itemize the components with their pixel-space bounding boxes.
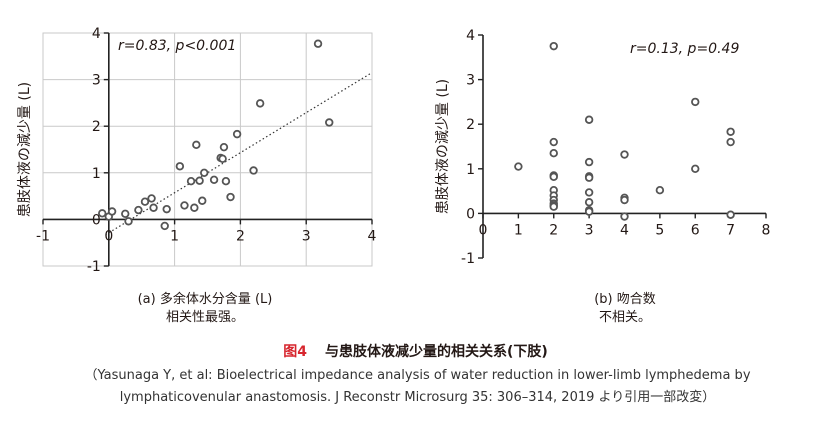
- panel-a-data-point: [226, 192, 235, 202]
- panel-b-caption-line2: 不相关。: [598, 310, 651, 325]
- panel-b-y-tick-label: 1: [466, 162, 475, 178]
- panel-a-data-point: [219, 142, 229, 152]
- panel-a-y-tick-label: 1: [92, 166, 101, 182]
- panel-a-caption-line1: (a) 多余体水分含量 (L): [137, 292, 273, 307]
- panel-b-x-tick-label: 5: [655, 222, 664, 238]
- panel-a-data-point: [198, 196, 207, 205]
- panel-b-data-point: [549, 148, 558, 158]
- panel-b-x-tick-label: 0: [479, 222, 488, 238]
- panel-a-x-tick-label: -1: [36, 228, 50, 244]
- panel-b-x-tick-label: 4: [620, 222, 629, 238]
- panel-a-data-point: [313, 39, 323, 48]
- panel-b-data-point: [620, 195, 629, 205]
- panel-b-data-point: [620, 212, 629, 221]
- panel-b-y-tick-label: 0: [466, 206, 475, 222]
- panel-a-data-point: [121, 209, 130, 219]
- panel-b-data-point: [726, 137, 735, 147]
- panel-b-y-axis-label: 患肢体液の減少量 (L): [434, 79, 451, 214]
- panel-b-caption-line1: (b) 吻合数: [594, 292, 656, 307]
- panel-b-y-tick-label: 4: [466, 28, 475, 44]
- panel-a-data-point: [98, 209, 107, 218]
- panel-b-x-tick-label: 8: [762, 222, 771, 238]
- panel-b-data-point: [549, 137, 558, 147]
- panel-b-data-point: [584, 188, 594, 197]
- panel-b-data-point: [584, 173, 594, 182]
- panel-b-data-point: [549, 41, 558, 51]
- panel-a-y-tick-label: 3: [92, 73, 101, 89]
- panel-b-x-tick-label: 2: [549, 222, 558, 238]
- panel-a-data-point: [160, 221, 169, 231]
- panel-b-data-point: [549, 202, 558, 211]
- panel-a-data-point: [180, 201, 189, 210]
- panel-a-x-tick-label: 0: [104, 228, 113, 244]
- panel-a-y-axis-label: 患肢体液の減少量 (L): [16, 82, 33, 217]
- panel-b-y-tick-label: -1: [461, 251, 475, 267]
- panel-a-data-point: [147, 194, 156, 203]
- panel-b-correlation-annotation: r=0.13, p=0.49: [630, 41, 739, 57]
- panel-b-x-tick-label: 7: [726, 222, 735, 238]
- panel-a-data-point: [255, 99, 265, 108]
- figure-title: 与患肢体液减少量的相关关系(下肢): [324, 344, 548, 360]
- panel-a-data-point: [195, 176, 204, 185]
- panel-b-data-point: [584, 157, 594, 167]
- panel-a-data-point: [249, 166, 258, 175]
- panel-a-data-point: [140, 197, 150, 206]
- panel-a-data-point: [134, 205, 143, 215]
- panel-b-data-point: [620, 150, 629, 159]
- figure-title-row: 图4 与患肢体液减少量的相关关系(下肢): [0, 341, 831, 361]
- panel-a-y-tick-label: -1: [87, 259, 101, 275]
- panel-a-data-point: [190, 203, 199, 212]
- citation-line-1: （Yasunaga Y, et al: Bioelectrical impeda…: [84, 368, 751, 383]
- panel-a-plot-frame: [42, 32, 373, 267]
- panel-a-data-point: [162, 204, 171, 214]
- panel-b-x-tick-label: 1: [514, 222, 523, 238]
- panel-a-x-tick-label: 3: [302, 228, 311, 244]
- panel-b-data-point: [584, 198, 594, 207]
- panel-a-caption-line2: 相关性最强。: [165, 310, 244, 325]
- panel-b-data-point: [514, 162, 523, 171]
- panel-a-data-point: [209, 175, 219, 184]
- panel-a-data-point: [124, 217, 133, 226]
- panel-a-correlation-annotation: r=0.83, p<0.001: [118, 38, 236, 54]
- panel-a-data-point: [186, 176, 196, 186]
- panel-a-x-tick-label: 1: [170, 228, 179, 244]
- panel-b-y-tick-label: 3: [466, 73, 475, 89]
- panel-a-y-tick-label: 0: [92, 212, 101, 228]
- panel-a-data-point: [200, 168, 209, 177]
- panel-a-data-point: [192, 140, 201, 150]
- panel-b-data-point: [655, 186, 665, 195]
- panel-a-data-point: [218, 154, 227, 164]
- panel-a-data-point: [107, 207, 117, 216]
- panel-b-data-point: [726, 210, 735, 219]
- panel-b-data-point: [584, 115, 594, 124]
- panel-b-caption: (b) 吻合数 不相关。: [525, 291, 725, 327]
- panel-a-data-point: [325, 118, 334, 127]
- citation-line-2: lymphaticovenular anastomosis. J Reconst…: [119, 390, 716, 405]
- panel-a-data-point: [221, 176, 231, 186]
- panel-b-data-point: [584, 207, 594, 216]
- panel-a-data-point: [175, 162, 185, 171]
- panel-a-x-tick-label: 2: [236, 228, 245, 244]
- panel-a-trendline: [105, 72, 373, 236]
- panel-b-data-point: [691, 164, 700, 173]
- panel-b-y-tick-label: 2: [466, 117, 475, 133]
- panel-a-y-tick-label: 2: [92, 119, 101, 135]
- panel-b-data-point: [691, 97, 700, 107]
- panel-a-data-point: [149, 203, 158, 212]
- figure-citation: （Yasunaga Y, et al: Bioelectrical impeda…: [10, 365, 825, 409]
- panel-a-y-tick-label: 4: [92, 26, 101, 42]
- panel-a-data-point: [232, 129, 242, 139]
- panel-a-caption: (a) 多余体水分含量 (L) 相关性最强。: [80, 291, 330, 327]
- panel-a-x-tick-label: 4: [368, 228, 377, 244]
- panel-b-x-tick-label: 3: [585, 222, 594, 238]
- panel-b-data-point: [726, 127, 735, 136]
- panel-b-x-tick-label: 6: [691, 222, 700, 238]
- figure-number: 图4: [283, 344, 307, 360]
- panel-b-data-point: [549, 172, 558, 182]
